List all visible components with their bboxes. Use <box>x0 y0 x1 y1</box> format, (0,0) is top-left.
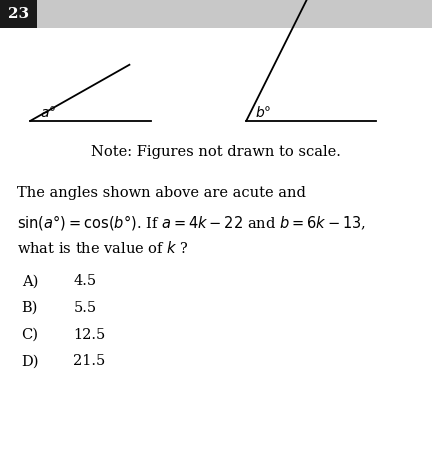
Text: The angles shown above are acute and: The angles shown above are acute and <box>17 186 306 200</box>
Text: $b$°: $b$° <box>255 105 271 120</box>
Text: Note: Figures not drawn to scale.: Note: Figures not drawn to scale. <box>91 145 341 158</box>
Text: what is the value of $k$ ?: what is the value of $k$ ? <box>17 239 189 255</box>
Text: 5.5: 5.5 <box>73 300 97 314</box>
Text: 23: 23 <box>8 7 29 21</box>
Text: 21.5: 21.5 <box>73 353 106 367</box>
Bar <box>0 0 37 28</box>
Text: A): A) <box>22 274 38 287</box>
Text: 12.5: 12.5 <box>73 327 106 341</box>
Bar <box>0 0 432 28</box>
Text: B): B) <box>22 300 38 314</box>
Text: $\mathrm{sin}(a°) = \mathrm{cos}(b°)$. If $a = 4k - 22$ and $b = 6k - 13$,: $\mathrm{sin}(a°) = \mathrm{cos}(b°)$. I… <box>17 213 366 231</box>
Text: C): C) <box>22 327 38 341</box>
Text: 4.5: 4.5 <box>73 274 97 287</box>
Text: D): D) <box>22 353 39 367</box>
Text: $a$°: $a$° <box>40 105 56 120</box>
